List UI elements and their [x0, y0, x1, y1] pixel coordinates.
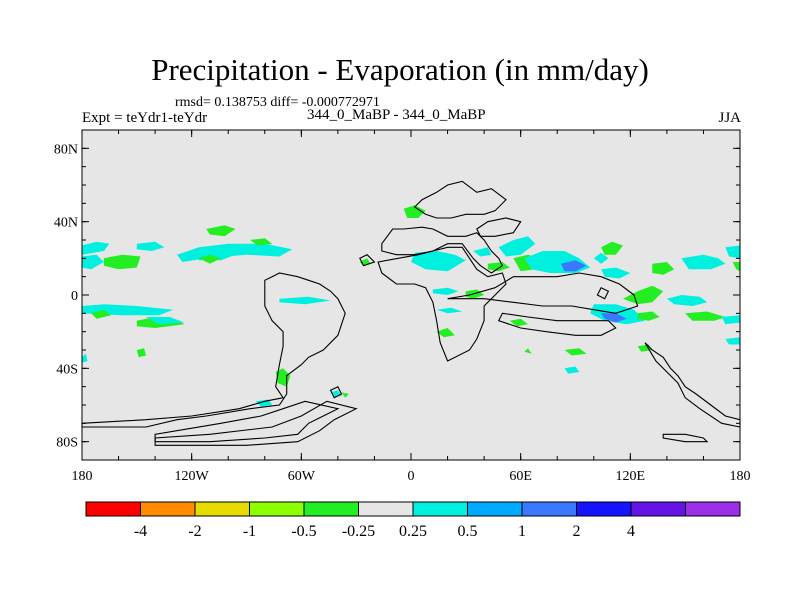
coastline	[476, 217, 522, 237]
colorbar-swatch	[85, 501, 141, 517]
x-tick-label: 60E	[509, 469, 532, 484]
contour-region	[601, 267, 631, 279]
contour-region	[564, 348, 587, 356]
coastline	[154, 400, 340, 443]
colorbar-swatch	[249, 501, 305, 517]
contour-region	[82, 353, 88, 363]
contour-region	[732, 262, 740, 272]
coastline	[81, 272, 346, 428]
colorbar-label: -4	[134, 523, 147, 540]
colorbar-swatch	[358, 501, 414, 517]
contour-region	[601, 313, 627, 323]
colorbar-swatch	[630, 501, 686, 517]
coastline	[359, 254, 376, 267]
contour-region	[403, 205, 426, 218]
x-tick-label: 180	[72, 469, 93, 484]
season-label: JJA	[718, 110, 741, 126]
coastline	[413, 180, 507, 219]
y-tick-label: 40S	[56, 362, 78, 377]
contour-region	[601, 241, 623, 255]
colorbar-label: 2	[573, 523, 581, 540]
colorbar-label: 0.25	[399, 523, 427, 540]
y-tick-label: 80N	[54, 142, 78, 157]
x-tick-label: 120E	[616, 469, 646, 484]
colorbar-swatch	[576, 501, 632, 517]
x-tick-label: 120W	[175, 469, 210, 484]
colorbar-swatch	[467, 501, 523, 517]
contour-region	[681, 254, 726, 270]
axes: 80N 40N 0 40S 80S 180 120W 60W 0 60E 120E 180	[54, 129, 751, 484]
contour-region	[487, 262, 510, 272]
y-tick-label: 0	[71, 289, 78, 304]
colorbar-label: -1	[243, 523, 256, 540]
contour-region	[411, 251, 466, 272]
contour-region	[146, 317, 185, 325]
contour-region	[91, 309, 112, 319]
x-tick-label: 60W	[288, 469, 316, 484]
contour-region	[82, 241, 110, 255]
coastline	[497, 312, 617, 336]
colorbar-label: 4	[627, 523, 635, 540]
colorbar-label: 0.5	[458, 523, 478, 540]
contour-region	[498, 236, 536, 257]
coastlines	[81, 180, 741, 446]
contour-region	[725, 245, 740, 259]
colorbar: -4 -2 -1 -0.5 -0.25 0.25 0.5 1 2 4	[85, 501, 741, 540]
colorbar-label: -2	[188, 523, 201, 540]
contour-region	[593, 252, 609, 264]
coastline	[447, 272, 639, 314]
contour-region	[637, 311, 660, 321]
stats-label: rmsd= 0.138753 diff= -0.000772971	[175, 95, 380, 110]
experiment-label: Expt = teYdr1-teYdr	[82, 110, 208, 126]
colorbar-label: -0.5	[291, 523, 316, 540]
y-tick-label: 40N	[54, 216, 78, 231]
colorbar-swatch	[303, 501, 359, 517]
contour-region	[82, 254, 104, 270]
colorbar-swatch	[521, 501, 577, 517]
case-label: 344_0_MaBP - 344_0_MaBP	[307, 107, 486, 123]
contour-region	[666, 295, 708, 306]
contour-region	[564, 366, 580, 374]
contour-region	[432, 287, 459, 295]
x-tick-label: 180	[730, 469, 751, 484]
coastline	[662, 433, 709, 443]
contour-region	[524, 348, 532, 354]
contour-region	[436, 307, 463, 314]
coastline	[377, 246, 507, 362]
contour-region	[250, 238, 273, 246]
colorbar-swatch	[412, 501, 468, 517]
contour-region	[685, 311, 726, 321]
coastline	[329, 385, 343, 399]
y-tick-label: 80S	[56, 436, 78, 451]
colorbar-swatch	[194, 501, 250, 517]
contour-region	[436, 328, 455, 338]
contour-region	[725, 337, 740, 345]
contour-region	[206, 225, 236, 237]
contour-region	[721, 315, 740, 325]
contour-region	[279, 296, 331, 305]
contour-region	[623, 285, 664, 305]
coastline	[596, 286, 610, 300]
contour-region	[103, 254, 141, 270]
coastline	[644, 342, 741, 428]
contour-region	[136, 348, 146, 358]
contour-region	[509, 318, 528, 327]
chart-title: Precipitation - Evaporation (in mm/day)	[151, 52, 649, 87]
contour-region	[560, 260, 587, 272]
contour-region	[341, 392, 349, 398]
contour-region	[255, 399, 273, 407]
contour-region	[199, 254, 221, 264]
contour-region	[136, 241, 165, 251]
colorbar-swatch	[140, 501, 196, 517]
colorbar-label: -0.25	[342, 523, 375, 540]
contour-region	[652, 262, 675, 275]
colorbar-label: 1	[518, 523, 526, 540]
coastline	[154, 400, 358, 446]
contour-region	[473, 247, 492, 257]
colorbar-swatch	[685, 501, 741, 517]
contour-regions	[82, 205, 740, 407]
x-tick-label: 0	[408, 469, 415, 484]
